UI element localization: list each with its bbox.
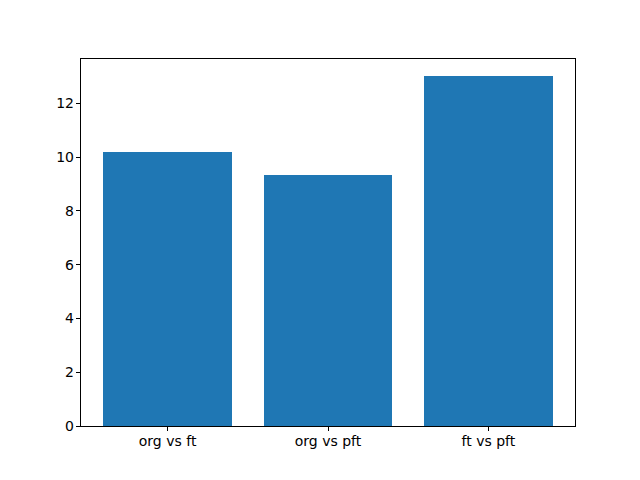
y-tick-label: 6 <box>14 256 74 274</box>
y-tick-label: 0 <box>14 417 74 435</box>
x-tick-label: ft vs pft <box>462 433 516 450</box>
x-tick-label: org vs ft <box>139 433 197 450</box>
x-tick-mark <box>167 427 168 431</box>
bar-org-vs-ft <box>103 152 231 426</box>
y-tick-label: 12 <box>14 94 74 112</box>
y-tick-mark <box>76 426 80 427</box>
y-tick-mark <box>76 103 80 104</box>
y-tick-label: 8 <box>14 202 74 220</box>
y-tick-label: 2 <box>14 363 74 381</box>
y-tick-label: 4 <box>14 309 74 327</box>
bar-org-vs-pft <box>264 175 392 426</box>
y-tick-mark <box>76 210 80 211</box>
figure-canvas: 0 2 4 6 8 10 12 org vs ft org vs pft ft vs pft <box>0 0 640 480</box>
y-tick-mark <box>76 372 80 373</box>
y-tick-mark <box>76 318 80 319</box>
x-tick-mark <box>328 427 329 431</box>
y-tick-mark <box>76 157 80 158</box>
y-tick-label: 10 <box>14 148 74 166</box>
y-tick-mark <box>76 264 80 265</box>
plot-area: 024681012org vs ftorg vs pftft vs pft <box>80 58 576 427</box>
x-tick-mark <box>488 427 489 431</box>
bar-ft-vs-pft <box>424 76 552 426</box>
x-tick-label: org vs pft <box>295 433 362 450</box>
